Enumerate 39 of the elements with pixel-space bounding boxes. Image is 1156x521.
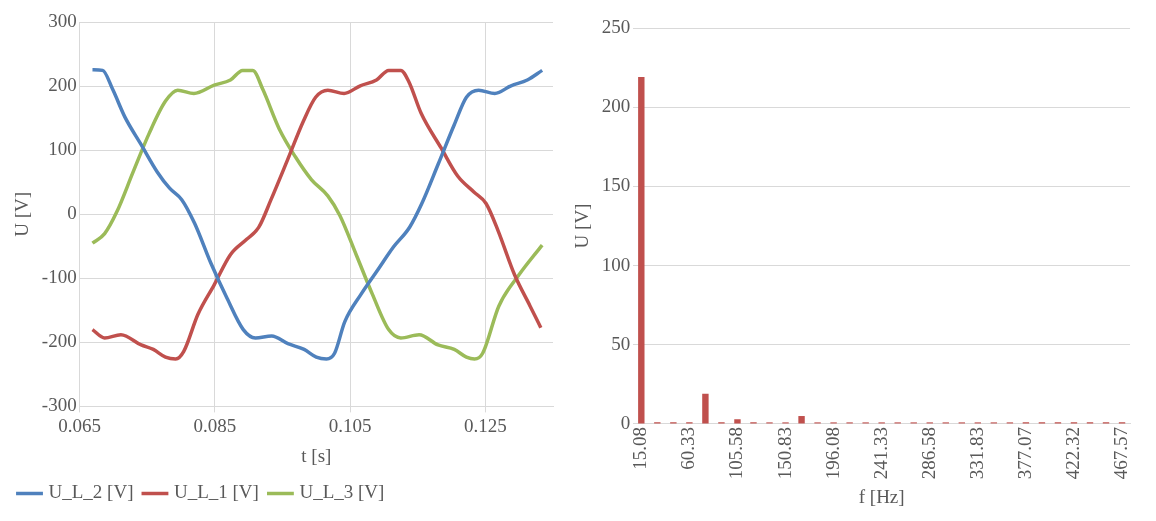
- x-tick-label: 105.58: [725, 426, 747, 480]
- y-tick-label: -100: [41, 266, 77, 288]
- x-axis-title: t [s]: [301, 444, 332, 466]
- y-tick-label: -300: [41, 394, 77, 416]
- y-tick-label: 0: [620, 411, 631, 433]
- y-tick-label: -200: [41, 330, 77, 352]
- y-tick-label: 150: [601, 174, 631, 196]
- x-tick-label: 0.105: [328, 414, 372, 436]
- x-tick-label: 15.08: [629, 426, 651, 470]
- legend-label: U_L_1 [V]: [173, 481, 259, 503]
- x-axis-title: f [Hz]: [858, 485, 905, 507]
- bar: [638, 77, 645, 424]
- y-tick-label: 200: [601, 95, 631, 117]
- x-tick-label: 150.83: [773, 426, 795, 480]
- x-tick-label: 60.33: [677, 426, 699, 470]
- y-tick-label: 200: [48, 74, 77, 96]
- x-tick-label: 331.83: [965, 426, 987, 480]
- x-tick-label: 377.07: [1013, 426, 1035, 480]
- legend-label: U_L_2 [V]: [48, 481, 134, 503]
- x-tick-label: 0.065: [58, 414, 101, 436]
- bar: [702, 393, 709, 424]
- y-axis-title: U [V]: [11, 191, 33, 237]
- y-tick-label: 100: [601, 253, 631, 275]
- bar: [734, 419, 741, 424]
- y-tick-label: 100: [48, 138, 77, 160]
- x-tick-label: 422.32: [1061, 426, 1083, 480]
- bar: [798, 416, 805, 424]
- x-tick-label: 467.57: [1110, 426, 1132, 480]
- x-tick-label: 0.085: [193, 414, 237, 436]
- x-tick-label: 0.125: [464, 414, 507, 436]
- x-tick-label: 286.58: [917, 426, 939, 480]
- x-tick-label: 196.08: [821, 426, 843, 480]
- y-axis-title: U [V]: [571, 203, 593, 249]
- x-tick-label: 241.33: [869, 426, 891, 480]
- legend-label: U_L_3 [V]: [299, 481, 385, 503]
- y-tick-label: 0: [67, 202, 77, 224]
- y-tick-label: 50: [611, 332, 631, 354]
- y-tick-label: 300: [48, 10, 77, 32]
- y-tick-label: 250: [601, 15, 631, 37]
